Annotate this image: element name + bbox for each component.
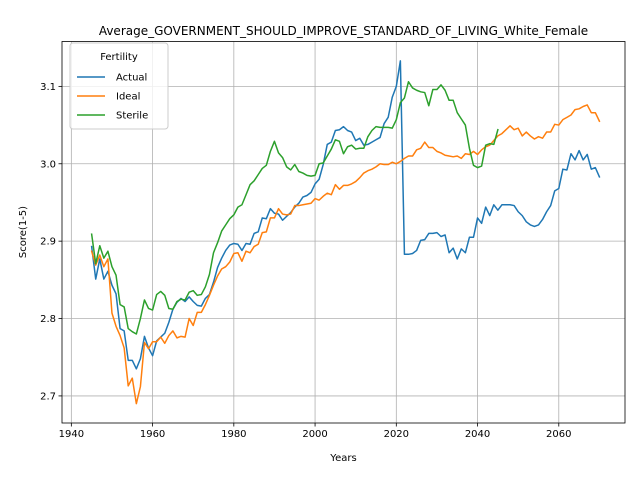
y-tick-label: 3.0 xyxy=(40,159,56,170)
y-tick-label: 2.7 xyxy=(40,391,56,402)
x-tick-label: 1940 xyxy=(59,429,84,440)
y-axis-label: Score(1-5) xyxy=(18,206,29,258)
legend-title: Fertility xyxy=(100,52,138,63)
y-tick-label: 3.1 xyxy=(40,82,56,93)
x-tick-label: 1960 xyxy=(140,429,165,440)
y-tick-label: 2.8 xyxy=(40,314,56,325)
legend-label-sterile: Sterile xyxy=(116,111,148,122)
x-tick-label: 2040 xyxy=(465,429,490,440)
x-axis-label: Years xyxy=(329,453,356,464)
legend-label-actual: Actual xyxy=(116,73,147,84)
x-tick-label: 2000 xyxy=(302,429,327,440)
x-tick-label: 2020 xyxy=(384,429,409,440)
chart-title: Average_GOVERNMENT_SHOULD_IMPROVE_STANDA… xyxy=(99,24,588,38)
x-tick-label: 2060 xyxy=(546,429,571,440)
legend-label-ideal: Ideal xyxy=(116,92,140,103)
y-tick-label: 2.9 xyxy=(40,237,56,248)
legend: Fertility Actual Ideal Sterile xyxy=(70,43,168,129)
x-tick-label: 1980 xyxy=(221,429,246,440)
